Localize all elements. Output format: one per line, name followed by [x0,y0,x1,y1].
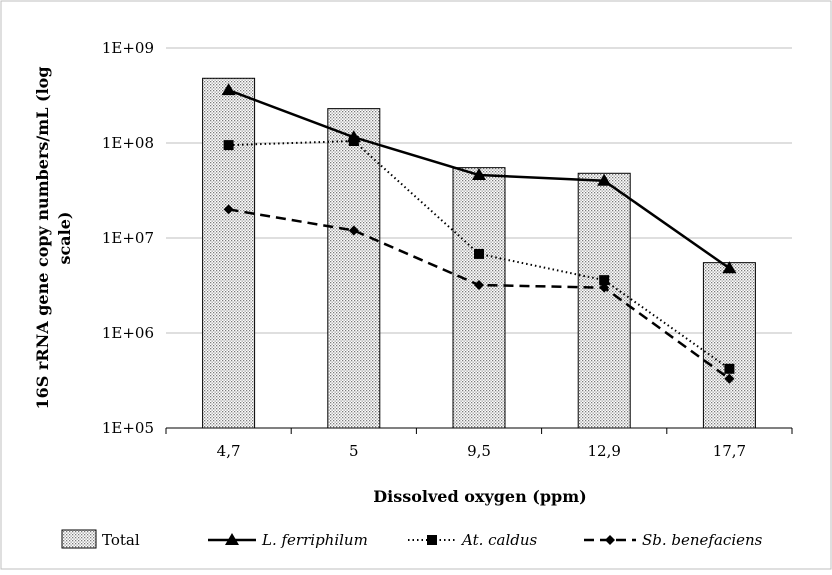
legend-item-at-caldus: At. caldus [408,531,538,549]
y-tick-label: 1E+08 [102,134,154,152]
point-l-ferriphilum [472,168,486,181]
x-tick-label: 4,7 [217,442,241,460]
legend-marker-diamond [605,535,615,545]
point-at-caldus [724,363,735,374]
y-tick-label: 1E+06 [102,324,154,342]
point-at-caldus [599,275,610,286]
point-sb-benefaciens [599,282,610,293]
legend-item-total: Total [61,529,140,549]
legend-label-sb-benefaciens: Sb. benefaciens [642,531,763,549]
y-tick-label: 1E+09 [102,39,154,57]
y-tick-label: 1E+05 [102,419,154,437]
y-tick-label: 1E+07 [102,229,154,247]
x-tick-label: 12,9 [587,442,620,460]
legend-marker-triangle [225,533,239,545]
x-tick-label: 9,5 [467,442,491,460]
x-tick-label: 5 [349,442,359,460]
point-at-caldus [474,248,484,259]
legend-label-total: Total [102,531,140,549]
point-sb-benefaciens [474,280,484,291]
bar-total [577,172,631,429]
y-axis-title-line-2: scale) [55,212,74,265]
legend-label-at-caldus: At. caldus [460,531,538,549]
bar-total [702,262,756,429]
point-sb-benefaciens [348,225,359,236]
x-tick-label: 17,7 [713,442,746,460]
point-at-caldus [348,135,359,146]
legend-label-l-ferriphilum: L. ferriphilum [261,531,368,549]
legend-item-l-ferriphilum: L. ferriphilum [208,531,368,549]
legend: Total L. ferriphilum At. caldus Sb. bene… [61,529,763,549]
x-axis-title: Dissolved oxygen (ppm) [373,487,586,506]
point-l-ferriphilum [221,83,236,96]
legend-marker-square [427,535,437,545]
bar-total [202,77,256,429]
legend-swatch-total [61,529,97,549]
point-l-ferriphilum [597,173,612,186]
bar-total [452,167,506,429]
legend-item-sb-benefaciens: Sb. benefaciens [584,531,763,549]
point-l-ferriphilum [722,261,737,274]
point-sb-benefaciens [724,373,735,384]
point-sb-benefaciens [223,204,234,215]
point-at-caldus [223,140,234,151]
y-axis-title-line-1: 16S rRNA gene copy numbers/mL (log [33,66,52,409]
